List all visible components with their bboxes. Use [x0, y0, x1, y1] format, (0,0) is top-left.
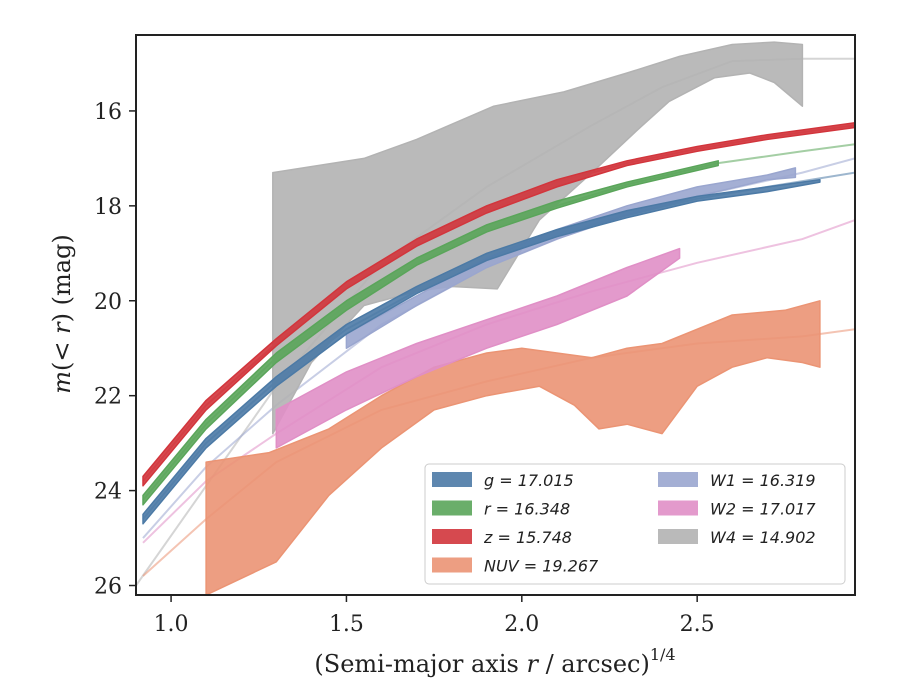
svg-text:(Semi-major axis r / arcsec)1/: (Semi-major axis r / arcsec)1/4	[314, 645, 675, 678]
band-z	[142, 122, 855, 487]
band-nuv	[205, 300, 821, 595]
legend-label: NUV = 19.267	[484, 557, 599, 576]
y-tick-label: 24	[94, 480, 122, 505]
y-tick-label: 18	[94, 195, 122, 220]
legend: g = 17.015 W1 = 16.319 r = 16.348 W2 = 17.0…	[424, 463, 846, 585]
legend-label: z = 15.748	[483, 528, 572, 547]
legend-label: W4 = 14.902	[710, 528, 816, 547]
legend-label: W1 = 16.319	[710, 471, 816, 490]
band-r	[142, 160, 719, 506]
legend-swatch	[658, 529, 698, 544]
y-axis-title: m(< r) (mag)	[48, 234, 76, 394]
legend-swatch	[432, 472, 472, 487]
axis-ticks: 1.0 1.5 2.0 2.5 16 18 20 22 24 26	[94, 100, 715, 637]
legend-label: r = 16.348	[484, 500, 570, 519]
x-tick-label: 1.0	[154, 612, 189, 637]
legend-swatch	[432, 500, 472, 516]
axes-frame	[135, 34, 856, 596]
y-tick-label: 16	[94, 100, 122, 125]
band-g	[142, 178, 821, 525]
x-tick-label: 1.5	[329, 612, 364, 637]
x-tick-label: 2.5	[680, 612, 715, 637]
legend-swatch	[658, 500, 698, 516]
legend-label: g = 17.015	[484, 471, 574, 490]
plot-area	[136, 41, 855, 595]
svg-text:m(< r) (mag): m(< r) (mag)	[48, 234, 76, 394]
y-tick-label: 26	[94, 575, 122, 600]
x-axis-title: (Semi-major axis r / arcsec)1/4	[314, 645, 675, 678]
band-w2	[275, 247, 681, 449]
y-tick-label: 22	[94, 385, 122, 410]
legend-swatch	[658, 472, 698, 487]
legend-box	[424, 463, 846, 585]
x-tick-label: 2.0	[504, 612, 539, 637]
y-tick-label: 20	[94, 290, 122, 315]
legend-label: W2 = 17.017	[710, 500, 816, 519]
legend-swatch	[432, 557, 472, 573]
legend-swatch	[432, 529, 472, 544]
